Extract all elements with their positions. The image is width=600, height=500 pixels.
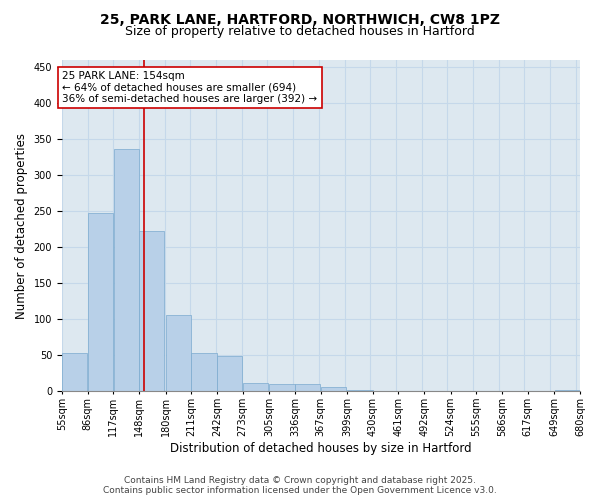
Bar [191, 353, 217, 392]
Bar [217, 356, 242, 392]
Bar [321, 387, 346, 392]
Bar [373, 390, 398, 392]
Bar [269, 384, 295, 392]
Bar [554, 390, 580, 392]
Text: Contains HM Land Registry data © Crown copyright and database right 2025.
Contai: Contains HM Land Registry data © Crown c… [103, 476, 497, 495]
Y-axis label: Number of detached properties: Number of detached properties [15, 132, 28, 318]
X-axis label: Distribution of detached houses by size in Hartford: Distribution of detached houses by size … [170, 442, 472, 455]
Bar [113, 150, 139, 392]
Text: 25 PARK LANE: 154sqm
← 64% of detached houses are smaller (694)
36% of semi-deta: 25 PARK LANE: 154sqm ← 64% of detached h… [62, 71, 317, 104]
Bar [166, 315, 191, 392]
Text: Size of property relative to detached houses in Hartford: Size of property relative to detached ho… [125, 25, 475, 38]
Bar [62, 353, 88, 392]
Bar [295, 384, 320, 392]
Bar [347, 390, 373, 392]
Text: 25, PARK LANE, HARTFORD, NORTHWICH, CW8 1PZ: 25, PARK LANE, HARTFORD, NORTHWICH, CW8 … [100, 12, 500, 26]
Bar [88, 214, 113, 392]
Bar [139, 232, 164, 392]
Bar [243, 382, 268, 392]
